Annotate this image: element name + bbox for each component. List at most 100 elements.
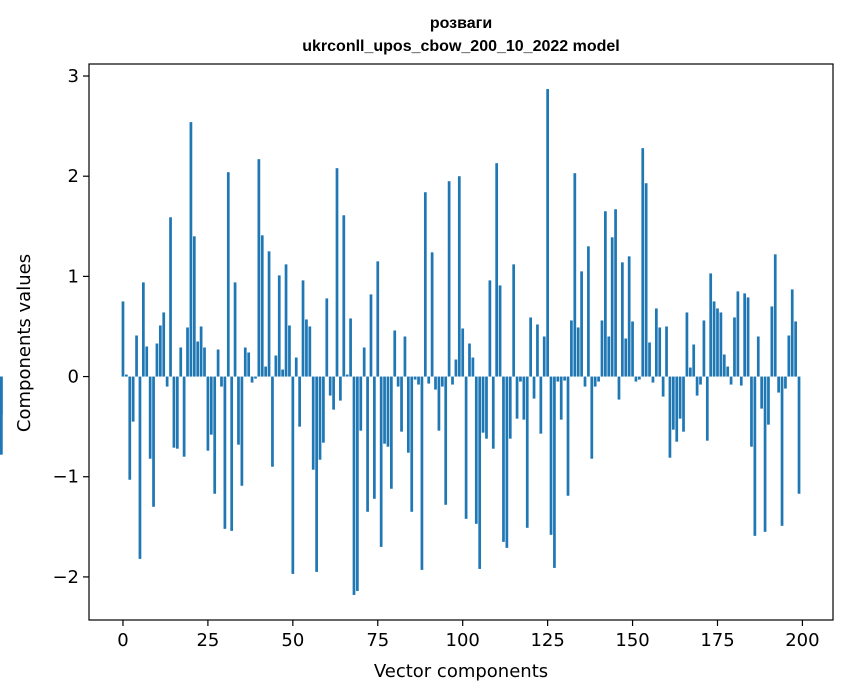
bar <box>760 376 764 409</box>
bar <box>563 376 566 381</box>
bar <box>345 374 349 377</box>
bar <box>0 376 3 455</box>
bar <box>165 376 169 387</box>
bar <box>712 301 716 377</box>
y-tick-label: −1 <box>52 467 79 488</box>
bar <box>413 376 417 380</box>
bar <box>709 273 713 377</box>
bar <box>179 347 183 377</box>
bar <box>240 376 244 486</box>
bar <box>390 376 393 489</box>
bar <box>199 326 203 377</box>
bar <box>420 376 424 570</box>
bar <box>288 325 291 377</box>
bar <box>491 376 495 449</box>
bar <box>332 376 335 410</box>
bar <box>427 376 431 384</box>
bar <box>148 376 152 459</box>
bar <box>417 376 420 385</box>
bar <box>233 282 237 377</box>
bar <box>328 376 332 396</box>
bar <box>566 376 570 496</box>
bar <box>590 376 594 459</box>
chart-subtitle: ukrconll_upos_cbow_200_10_2022 model <box>302 38 619 55</box>
y-tick-label: 3 <box>68 66 79 87</box>
bar <box>790 289 794 377</box>
bar <box>379 376 383 547</box>
bar <box>277 275 281 377</box>
bar <box>342 215 346 377</box>
bar <box>570 320 573 377</box>
bar <box>175 376 179 449</box>
bar <box>502 376 505 542</box>
bar <box>610 237 614 377</box>
bar <box>169 217 172 377</box>
bar <box>406 376 410 453</box>
bar <box>216 349 220 377</box>
bar <box>209 376 213 435</box>
bar <box>665 326 668 377</box>
y-axis-ticks: −2 −1 0 1 2 3 <box>52 66 89 588</box>
bar <box>186 327 189 377</box>
bar <box>359 376 363 431</box>
bar <box>583 376 587 387</box>
bar <box>794 321 797 377</box>
bar <box>756 336 760 377</box>
bar <box>247 352 251 377</box>
bar <box>580 271 583 377</box>
bar <box>203 347 206 377</box>
bar <box>556 376 560 382</box>
bar <box>298 376 301 427</box>
x-tick-label: 125 <box>530 630 564 651</box>
bar <box>719 312 723 377</box>
bar <box>553 376 556 568</box>
chart-title: розваги <box>430 15 492 32</box>
bar <box>753 376 757 536</box>
bar <box>349 318 352 377</box>
bar <box>763 376 767 532</box>
bar <box>376 261 380 377</box>
plot-frame <box>88 63 834 621</box>
bar <box>529 317 532 377</box>
bar <box>634 376 638 382</box>
bar <box>512 264 516 377</box>
bar <box>736 291 740 377</box>
x-tick-label: 100 <box>446 630 480 651</box>
bar <box>685 312 689 377</box>
bar <box>644 183 648 377</box>
bar <box>671 376 675 430</box>
bar <box>498 285 502 377</box>
bar <box>0 376 3 415</box>
bar <box>131 376 135 422</box>
bar <box>172 376 176 448</box>
bar <box>339 376 342 401</box>
bar <box>661 376 665 397</box>
bar <box>576 327 580 377</box>
bar <box>474 376 478 524</box>
bar <box>356 376 359 591</box>
bar <box>440 376 444 387</box>
bar <box>743 293 747 377</box>
bar <box>138 376 142 559</box>
bar <box>189 122 193 377</box>
bar <box>410 376 414 512</box>
x-axis-label: Vector components <box>374 661 548 682</box>
bar <box>366 376 369 512</box>
bar <box>522 376 526 420</box>
bar <box>128 376 132 480</box>
bar <box>243 347 247 377</box>
bar <box>369 294 373 377</box>
bar <box>305 319 308 377</box>
bar <box>617 376 621 400</box>
bar <box>729 376 733 385</box>
bar <box>539 376 543 434</box>
bar <box>254 376 257 379</box>
bar <box>213 376 217 494</box>
bar <box>485 376 488 439</box>
bar <box>373 376 376 499</box>
bar <box>678 376 682 419</box>
bar <box>308 326 312 377</box>
bar <box>607 336 611 377</box>
bar <box>362 347 366 377</box>
bar <box>223 376 227 529</box>
